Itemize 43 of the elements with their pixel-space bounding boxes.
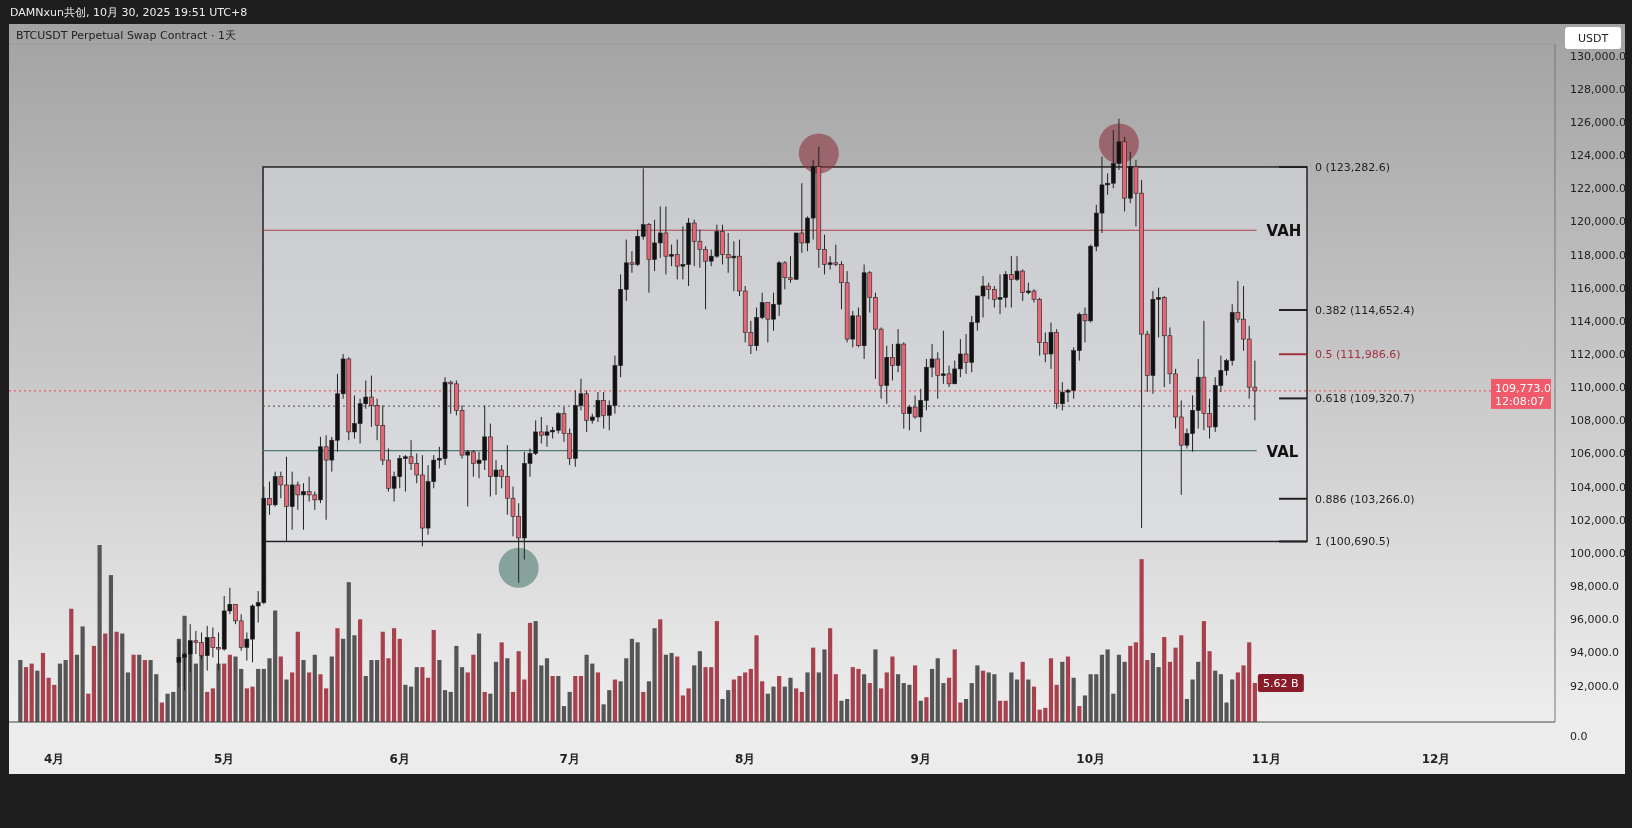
ref-line-label: 0.886 (103,266.0) — [1315, 492, 1415, 506]
y-tick-label: 114,000.0 — [1570, 314, 1626, 328]
y-tick-label: 104,000.0 — [1570, 480, 1626, 494]
y-tick-label: 118,000.0 — [1570, 248, 1626, 262]
x-tick-label: 4月 — [44, 752, 65, 766]
y-tick-label: 130,000.0 — [1570, 49, 1626, 63]
x-tick-label: 7月 — [559, 752, 580, 766]
ref-line-label: 1 (100,690.5) — [1315, 535, 1391, 549]
ref-line-label: 0 (123,282.6) — [1315, 160, 1391, 174]
text: USDT — [1577, 32, 1609, 45]
y-tick-label: 122,000.0 — [1570, 182, 1626, 196]
x-tick-label: 10月 — [1076, 752, 1105, 766]
y-tick-label: 92,000.0 — [1570, 679, 1619, 693]
ref-line-label: 0.618 (109,320.7) — [1315, 392, 1415, 406]
x-tick-label: 8月 — [735, 752, 756, 766]
y-tick-label: 124,000.0 — [1570, 149, 1626, 163]
x-tick-label: 6月 — [389, 752, 410, 766]
y-tick-label: 106,000.0 — [1570, 447, 1626, 461]
y-tick-label: 112,000.0 — [1570, 347, 1626, 361]
ref-line-label: 109,773.0 12:08:07 — [1495, 381, 1551, 409]
y-tick-label: 94,000.0 — [1570, 646, 1619, 660]
y-tick-label: 110,000.0 — [1570, 381, 1626, 395]
ref-line-label: VAH — [1266, 222, 1302, 241]
chart-title: BTCUSDT Perpetual Swap Contract · 1天 — [16, 29, 236, 42]
y-tick-label: 120,000.0 — [1570, 215, 1626, 229]
ref-line-label: 0.382 (114,652.4) — [1315, 304, 1415, 318]
x-tick-label: 5月 — [214, 752, 235, 766]
y-tick-label: 116,000.0 — [1570, 281, 1626, 295]
x-tick-label: 12月 — [1421, 752, 1451, 766]
text: 0.0 — [1570, 730, 1588, 743]
ref-line-label: 0.5 (111,986.6) — [1315, 348, 1401, 362]
y-tick-label: 96,000.0 — [1570, 613, 1619, 627]
y-tick-label: 102,000.0 — [1570, 513, 1626, 527]
annotation: 5.62 B — [1263, 677, 1299, 691]
y-tick-label: 98,000.0 — [1570, 580, 1619, 594]
y-tick-label: 126,000.0 — [1570, 115, 1626, 129]
text: DAMNxun共创, 10月 30, 2025 19:51 UTC+8 — [10, 6, 248, 19]
ref-line-label: VAL — [1266, 442, 1299, 461]
y-tick-label: 128,000.0 — [1570, 82, 1626, 96]
x-tick-label: 11月 — [1251, 752, 1281, 766]
x-tick-label: 9月 — [910, 752, 931, 766]
y-tick-label: 108,000.0 — [1570, 414, 1626, 428]
y-tick-label: 100,000.0 — [1570, 546, 1626, 560]
